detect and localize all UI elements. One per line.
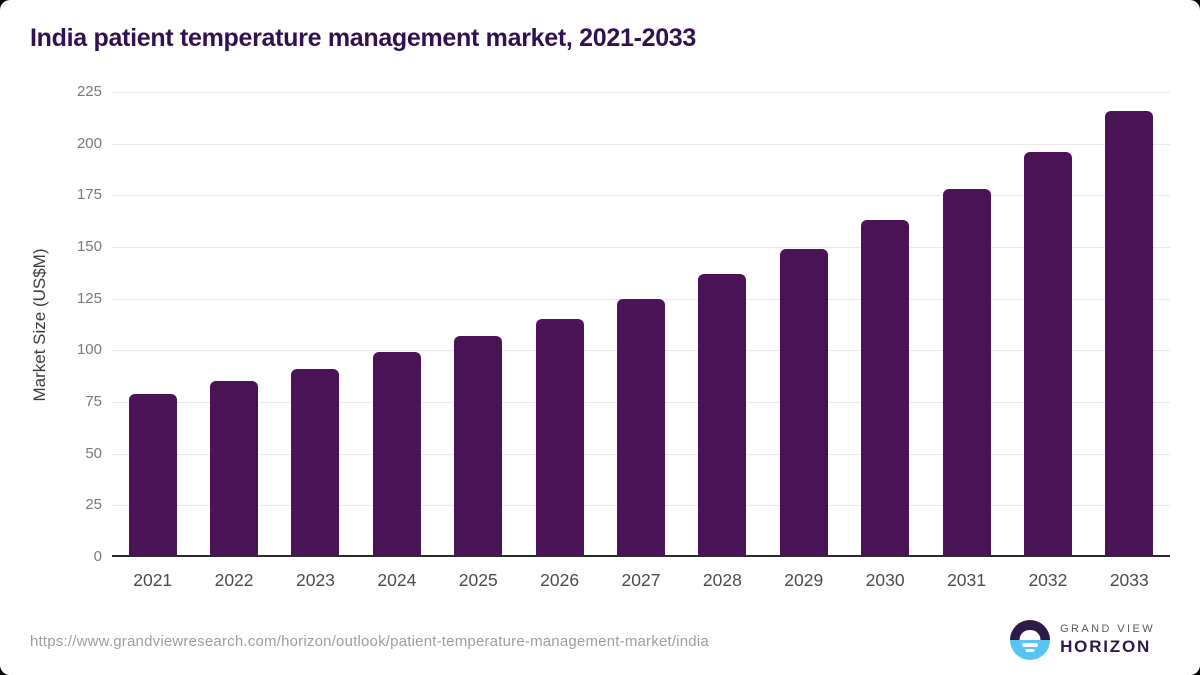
y-axis-title: Market Size (US$M) <box>30 248 49 402</box>
gridline <box>112 195 1170 197</box>
y-tick-label: 75 <box>85 393 102 410</box>
x-tick-label: 2031 <box>947 570 986 590</box>
y-tick-label: 50 <box>85 444 102 462</box>
logo-sun-shape <box>1019 629 1041 640</box>
x-tick-label: 2025 <box>458 570 498 590</box>
bar-2027[interactable] <box>617 298 665 555</box>
y-tick-label: 200 <box>76 134 102 152</box>
bar-2030[interactable] <box>861 220 910 555</box>
horizon-sun-logo-icon <box>1010 620 1051 660</box>
x-axis-line <box>112 555 1170 557</box>
bar-2021[interactable] <box>128 393 177 555</box>
bar-2022[interactable] <box>210 381 259 555</box>
bar-2023[interactable] <box>291 369 340 555</box>
chart-title: India patient temperature management mar… <box>30 24 697 52</box>
x-tick-label: 2028 <box>702 570 742 590</box>
logo-reflection-bar <box>1025 649 1035 652</box>
y-tick-label: 0 <box>93 548 102 565</box>
x-tick-label: 2024 <box>377 570 417 590</box>
x-tick-label: 2033 <box>1109 570 1149 590</box>
x-tick-label: 2022 <box>214 570 254 590</box>
x-tick-label: 2030 <box>865 570 905 590</box>
x-tick-label: 2032 <box>1028 570 1068 590</box>
bar-2024[interactable] <box>372 352 421 555</box>
bar-2033[interactable] <box>1105 110 1154 555</box>
bar-2031[interactable] <box>942 189 991 555</box>
brand-logo[interactable]: GRAND VIEW HORIZON <box>1010 620 1155 660</box>
x-tick-label: 2027 <box>621 570 661 590</box>
bar-2028[interactable] <box>698 273 747 555</box>
bar-2026[interactable] <box>535 319 584 555</box>
plot-area: 0 25 50 75 100 125 150 175 200 225 2021 2022 2023 202… <box>77 83 1170 590</box>
gridline <box>112 92 1170 93</box>
y-tick-label: 25 <box>85 496 102 514</box>
gridline <box>112 143 1170 145</box>
y-tick-label: 175 <box>76 186 102 204</box>
logo-text: GRAND VIEW HORIZON <box>1060 623 1155 657</box>
y-tick-label: 100 <box>76 341 102 359</box>
x-tick-label: 2021 <box>133 570 173 590</box>
x-tick-label: 2029 <box>784 570 824 590</box>
y-tick-label: 225 <box>76 83 102 100</box>
logo-reflection-bar <box>1022 643 1039 647</box>
bar-2025[interactable] <box>454 335 503 555</box>
bar-2029[interactable] <box>779 249 828 555</box>
y-tick-label: 150 <box>76 238 102 255</box>
logo-product-name: HORIZON <box>1060 637 1152 656</box>
source-url: https://www.grandviewresearch.com/horizo… <box>30 633 709 650</box>
y-tick-label: 125 <box>76 289 102 307</box>
logo-brand-name: GRAND VIEW <box>1060 623 1155 635</box>
gridline <box>112 247 1170 248</box>
bar-2032[interactable] <box>1023 152 1072 555</box>
x-tick-label: 2023 <box>295 570 335 590</box>
x-tick-label: 2026 <box>540 570 580 590</box>
